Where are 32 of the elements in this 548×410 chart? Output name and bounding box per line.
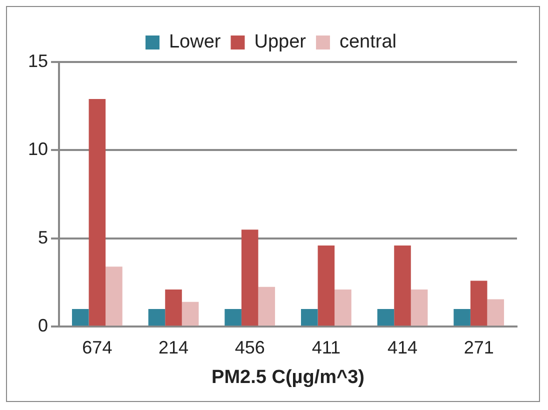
- bar: [224, 308, 242, 326]
- bar: [377, 308, 394, 326]
- x-axis-title: PM2.5 C(µg/m^3): [212, 366, 364, 388]
- x-tick-label: 271: [464, 337, 494, 358]
- bar: [470, 280, 488, 326]
- bar: [454, 308, 470, 326]
- y-tick-label: 5: [38, 227, 48, 248]
- bar: [300, 308, 318, 326]
- legend-label: Lower: [168, 32, 222, 53]
- x-tick-label: 411: [312, 337, 341, 358]
- bar: [106, 266, 122, 326]
- y-tick-label: 10: [28, 139, 48, 160]
- bar: [165, 290, 182, 326]
- bar: [148, 308, 166, 326]
- y-tick-label: 0: [38, 316, 48, 336]
- x-tick-label: 674: [82, 337, 112, 358]
- bar: [258, 286, 276, 326]
- bar: [88, 99, 106, 326]
- x-tick-label: 214: [158, 337, 189, 358]
- legend-label: central: [339, 32, 397, 53]
- y-tick-label: 15: [28, 50, 48, 71]
- legend-label: Upper: [254, 32, 307, 53]
- bar: [410, 290, 428, 326]
- x-tick-label: 414: [387, 337, 418, 358]
- x-tick-label: 456: [234, 337, 265, 358]
- bar: [487, 299, 504, 326]
- bar: [72, 308, 89, 326]
- bar: [334, 290, 352, 326]
- bar: [394, 245, 411, 326]
- bar: [318, 245, 335, 326]
- bar: [241, 230, 258, 326]
- bar: [182, 302, 199, 326]
